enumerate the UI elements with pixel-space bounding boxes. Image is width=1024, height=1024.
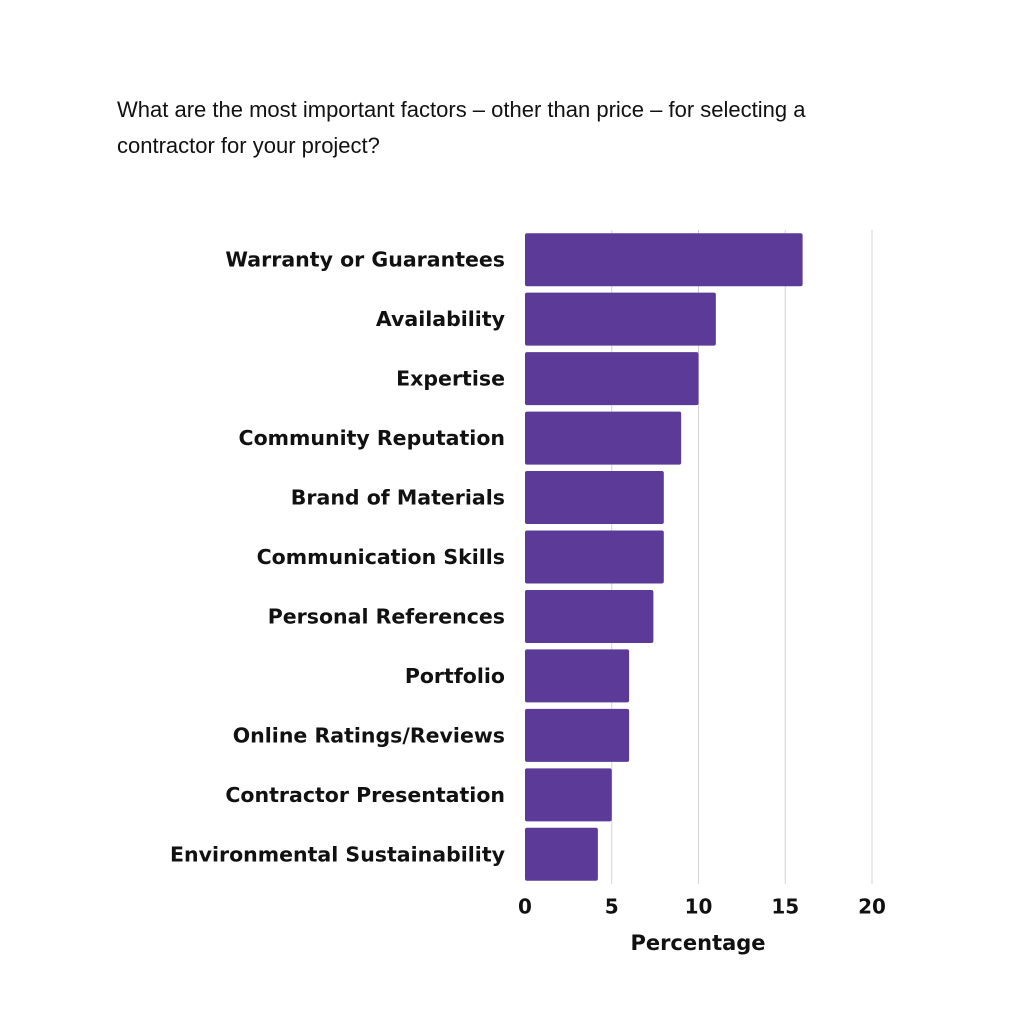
bar <box>525 352 699 406</box>
bar <box>525 530 664 584</box>
chart-title: What are the most important factors – ot… <box>117 97 806 158</box>
bar <box>525 827 598 881</box>
bar <box>525 589 654 643</box>
x-axis-label: Percentage <box>630 931 765 955</box>
x-tick-label: 15 <box>771 895 799 919</box>
y-tick-label: Warranty or Guarantees <box>225 248 505 272</box>
y-tick-label: Environmental Sustainability <box>170 842 505 866</box>
y-tick-label: Availability <box>376 307 505 331</box>
bar <box>525 411 682 465</box>
x-tick-label: 5 <box>605 895 619 919</box>
bar <box>525 708 630 762</box>
bar <box>525 649 630 703</box>
y-tick-label: Brand of Materials <box>291 486 505 510</box>
x-tick-label: 20 <box>858 895 886 919</box>
y-tick-label: Community Reputation <box>239 426 505 450</box>
bar <box>525 233 803 287</box>
y-tick-label: Contractor Presentation <box>225 783 505 807</box>
x-tick-label: 10 <box>685 895 713 919</box>
y-tick-label: Personal References <box>268 604 505 628</box>
bar <box>525 292 716 346</box>
x-tick-label: 0 <box>518 895 532 919</box>
y-tick-label: Portfolio <box>405 664 505 688</box>
y-tick-label: Expertise <box>396 367 505 391</box>
y-tick-label: Communication Skills <box>257 545 505 569</box>
y-tick-label: Online Ratings/Reviews <box>233 723 505 747</box>
bar <box>525 471 664 525</box>
bar <box>525 768 612 822</box>
